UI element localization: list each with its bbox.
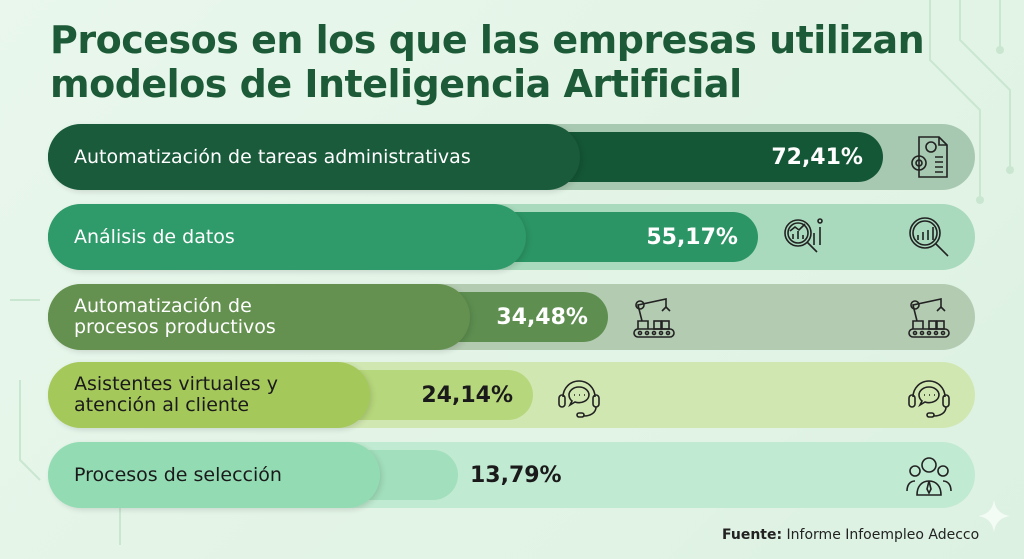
category-label: Análisis de datos: [48, 204, 526, 270]
bar-track: Procesos de selección 13,79%: [48, 442, 975, 508]
value-label: 24,14%: [421, 382, 513, 408]
bar-track: Automatización de procesos productivos 34,…: [48, 284, 975, 350]
label-line: procesos productivos: [74, 316, 276, 338]
source-text: Informe Infoempleo Adecco: [782, 527, 980, 543]
label-line: Automatización de: [74, 295, 252, 317]
candidates-icon: [905, 451, 953, 499]
value-label: 55,17%: [646, 224, 738, 250]
value-label: 34,48%: [496, 304, 588, 330]
headset-icon: [555, 371, 603, 419]
category-label: Procesos de selección: [48, 442, 380, 508]
label-line: Automatización de tareas administrativas: [74, 145, 471, 168]
label-line: Análisis de datos: [74, 225, 235, 248]
bar-track: Asistentes virtuales y atención al client…: [48, 362, 975, 428]
robot-arm-icon: [630, 293, 678, 341]
bar-track: Análisis de datos 55,17%: [48, 204, 975, 270]
magnifier-chart-icon: [905, 213, 953, 261]
source-prefix: Fuente:: [722, 527, 783, 543]
category-label: Automatización de procesos productivos: [48, 284, 470, 350]
label-line: Asistentes virtuales y: [74, 373, 278, 395]
category-label: Asistentes virtuales y atención al client…: [48, 362, 370, 428]
document-gears-icon: [905, 133, 953, 181]
headset-icon: [905, 371, 953, 419]
bar-track: Automatización de tareas administrativas…: [48, 124, 975, 190]
title-line-1: Procesos en los que las empresas utiliza…: [50, 18, 925, 62]
label-line: Procesos de selección: [74, 463, 282, 486]
category-label: Automatización de tareas administrativas: [48, 124, 580, 190]
source-note: Fuente: Informe Infoempleo Adecco: [722, 527, 979, 543]
label-line: atención al cliente: [74, 394, 250, 416]
data-analysis-icon: [780, 213, 828, 261]
value-label: 72,41%: [771, 144, 863, 170]
sparkle-icon: [978, 500, 1010, 532]
robot-arm-icon: [905, 293, 953, 341]
chart-title: Procesos en los que las empresas utiliza…: [50, 18, 950, 106]
title-line-2: modelos de Inteligencia Artificial: [50, 62, 742, 106]
value-label: 13,79%: [469, 462, 562, 488]
